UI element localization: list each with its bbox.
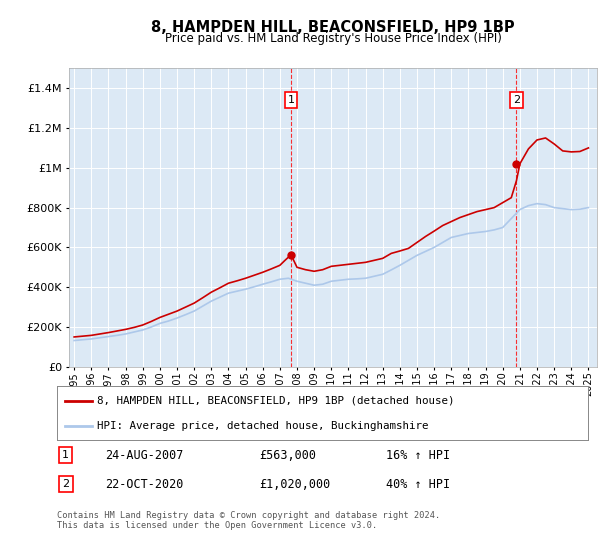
- Text: 24-AUG-2007: 24-AUG-2007: [105, 449, 183, 462]
- Text: 1: 1: [287, 95, 295, 105]
- Text: £1,020,000: £1,020,000: [259, 478, 330, 491]
- Text: 2: 2: [513, 95, 520, 105]
- Text: £563,000: £563,000: [259, 449, 316, 462]
- Text: 1: 1: [62, 450, 70, 460]
- Text: 8, HAMPDEN HILL, BEACONSFIELD, HP9 1BP (detached house): 8, HAMPDEN HILL, BEACONSFIELD, HP9 1BP (…: [97, 396, 454, 406]
- Text: 22-OCT-2020: 22-OCT-2020: [105, 478, 183, 491]
- Text: HPI: Average price, detached house, Buckinghamshire: HPI: Average price, detached house, Buck…: [97, 421, 428, 431]
- Text: Price paid vs. HM Land Registry's House Price Index (HPI): Price paid vs. HM Land Registry's House …: [164, 32, 502, 45]
- Text: 2: 2: [62, 479, 70, 489]
- Text: 16% ↑ HPI: 16% ↑ HPI: [386, 449, 451, 462]
- Text: 40% ↑ HPI: 40% ↑ HPI: [386, 478, 451, 491]
- Text: 8, HAMPDEN HILL, BEACONSFIELD, HP9 1BP: 8, HAMPDEN HILL, BEACONSFIELD, HP9 1BP: [151, 20, 515, 35]
- Text: Contains HM Land Registry data © Crown copyright and database right 2024.
This d: Contains HM Land Registry data © Crown c…: [57, 511, 440, 530]
